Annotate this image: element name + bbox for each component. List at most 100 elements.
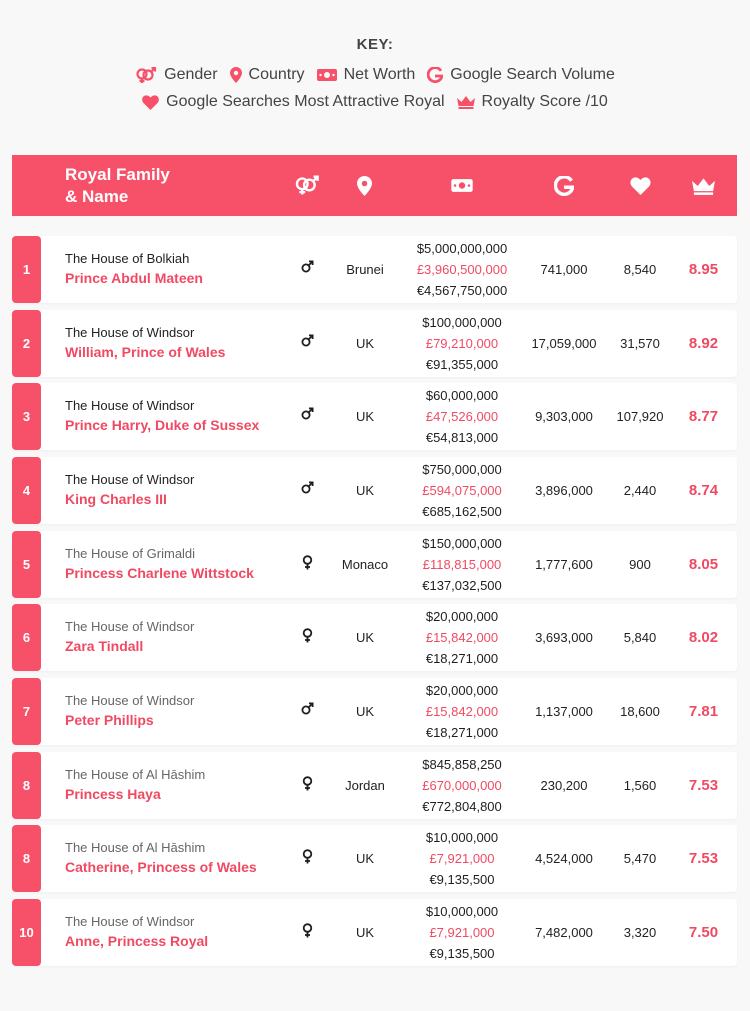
royal-name: Prince Abdul Mateen [65,270,203,286]
search-volume-cell: 3,896,000 [535,483,593,498]
male-icon [301,260,314,273]
crown-icon [456,96,475,109]
key-item-score: Royalty Score /10 [456,93,608,111]
net-worth-usd: $10,000,000 [425,830,499,845]
rank-badge: 8 [12,825,41,892]
search-volume-cell: 17,059,000 [531,336,597,351]
net-worth-usd: $100,000,000 [422,315,502,330]
net-worth-cell: $845,858,250 £670,000,000 €772,804,800 [402,754,522,817]
net-worth-cell: $10,000,000 £7,921,000 €9,135,500 [402,901,522,964]
table-row: 5 The House of Grimaldi Princess Charlen… [12,531,737,598]
royal-name: Peter Phillips [65,712,154,728]
gender-symbol [298,849,316,864]
net-worth-usd: $20,000,000 [425,683,499,698]
net-worth-gbp: £3,960,500,000 [416,262,508,277]
net-worth-gbp: £670,000,000 [422,778,502,793]
gender-symbol [298,334,316,347]
royal-name: Catherine, Princess of Wales [65,859,257,875]
key-row-1: Gender Country Net Worth Google Search V… [0,66,750,84]
gender-symbol [298,776,316,791]
male-icon [301,702,314,715]
table-row: 4 The House of Windsor King Charles III … [12,457,737,524]
royal-name: Zara Tindall [65,638,144,654]
table-row: 1 The House of Bolkiah Prince Abdul Mate… [12,236,737,303]
country-cell: UK [355,925,375,940]
male-icon [301,407,314,420]
country-cell: UK [355,851,375,866]
house-name: The House of Bolkiah [65,251,190,266]
header-google-icon [544,176,584,196]
country-cell: UK [355,336,375,351]
attractive-searches-cell: 3,320 [623,925,657,940]
banknote-icon [316,69,337,81]
house-name: The House of Windsor [65,472,195,487]
house-name: The House of Windsor [65,398,195,413]
female-icon [302,849,312,864]
net-worth-usd: $150,000,000 [422,536,502,551]
attractive-searches-cell: 18,600 [620,704,660,719]
net-worth-gbp: £7,921,000 [429,851,495,866]
search-volume-cell: 1,777,600 [535,557,593,572]
royal-name: Princess Haya [65,786,161,802]
header-crown-icon [683,177,723,195]
gender-symbol [298,481,316,494]
royalty-score-cell: 7.53 [688,777,719,794]
rank-badge: 2 [12,310,41,377]
royal-name: Prince Harry, Duke of Sussex [65,417,260,433]
net-worth-cell: $100,000,000 £79,210,000 €91,355,000 [402,312,522,375]
header-map-pin-icon [344,176,384,196]
net-worth-gbp: £47,526,000 [425,409,499,424]
net-worth-usd: $750,000,000 [422,462,502,477]
net-worth-eur: €54,813,000 [425,430,499,445]
female-icon [302,923,312,938]
royalty-score-cell: 8.92 [688,335,719,352]
net-worth-eur: €18,271,000 [425,651,499,666]
rank-badge: 1 [12,236,41,303]
country-cell: UK [355,630,375,645]
country-cell: UK [355,409,375,424]
female-icon [302,555,312,570]
net-worth-usd: $60,000,000 [425,388,499,403]
house-name: The House of Windsor [65,619,195,634]
net-worth-cell: $5,000,000,000 £3,960,500,000 €4,567,750… [402,238,522,301]
key-item-gender: Gender [135,66,218,84]
search-volume-cell: 741,000 [540,262,588,277]
royalty-score-cell: 7.53 [688,850,719,867]
key-item-attractive: Google Searches Most Attractive Royal [142,93,445,111]
attractive-searches-cell: 5,840 [623,630,657,645]
royal-name: King Charles III [65,491,167,507]
attractive-searches-cell: 5,470 [623,851,657,866]
attractive-searches-cell: 2,440 [623,483,657,498]
female-icon [302,628,312,643]
table-row: 8 The House of Al Hāshim Princess Haya J… [12,752,737,819]
male-icon [301,334,314,347]
key-search-volume-label: Google Search Volume [450,66,615,83]
key-country-label: Country [248,66,305,83]
key-legend: KEY: Gender Country [0,36,750,111]
house-name: The House of Grimaldi [65,546,196,561]
gender-symbol [298,923,316,938]
royalty-score-cell: 8.74 [688,482,719,499]
search-volume-cell: 1,137,000 [535,704,593,719]
country-cell: Brunei [346,262,384,277]
female-icon [302,776,312,791]
search-volume-cell: 7,482,000 [535,925,593,940]
attractive-searches-cell: 31,570 [620,336,660,351]
net-worth-eur: €91,355,000 [425,357,499,372]
male-icon [301,481,314,494]
net-worth-gbp: £15,842,000 [425,630,499,645]
net-worth-eur: €137,032,500 [422,578,502,593]
search-volume-cell: 230,200 [540,778,588,793]
map-pin-icon [229,67,242,83]
table-row: 8 The House of Al Hāshim Catherine, Prin… [12,825,737,892]
net-worth-gbp: £118,815,000 [422,557,502,572]
net-worth-usd: $20,000,000 [425,609,499,624]
search-volume-cell: 3,693,000 [535,630,593,645]
rank-badge: 4 [12,457,41,524]
key-net-worth-label: Net Worth [343,66,416,83]
key-score-label: Royalty Score /10 [481,93,608,110]
net-worth-eur: €685,162,500 [422,504,502,519]
header-heart-icon [620,177,660,195]
royal-name: William, Prince of Wales [65,344,226,360]
net-worth-gbp: £594,075,000 [422,483,502,498]
